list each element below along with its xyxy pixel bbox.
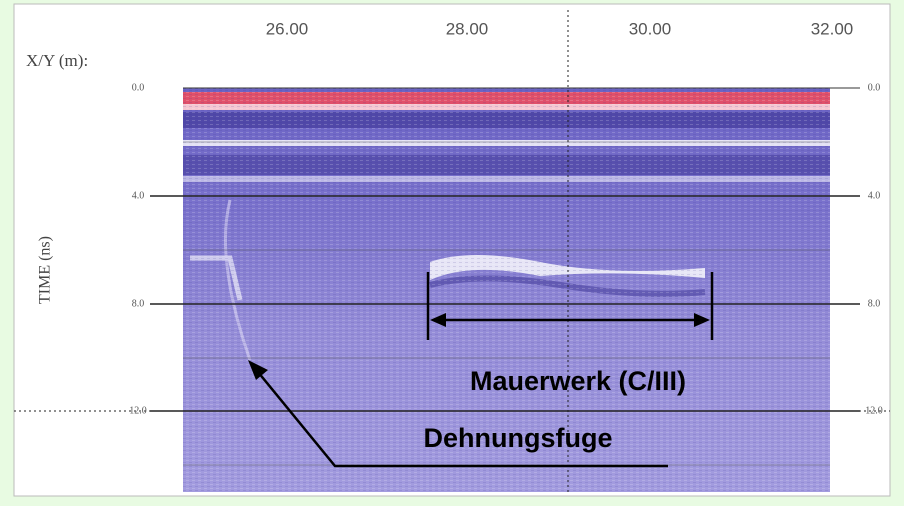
x-tick-label: 26.00 bbox=[266, 19, 309, 38]
axis-label: X/Y (m): bbox=[26, 51, 88, 70]
x-tick-label: 30.00 bbox=[629, 19, 672, 38]
radargram-figure: X/Y (m): TIME (ns) Mauerwerk (C/III) Deh… bbox=[0, 0, 904, 501]
y-tick-label: 12.0 bbox=[129, 405, 147, 416]
axis-label: TIME (ns) bbox=[37, 236, 54, 304]
y-tick-label: 4.0 bbox=[868, 190, 881, 201]
y-tick-label: 0.0 bbox=[868, 82, 881, 93]
y-tick-label: 4.0 bbox=[132, 190, 145, 201]
annotation-text: Mauerwerk (C/III) bbox=[470, 366, 686, 396]
x-tick-label: 28.00 bbox=[446, 19, 489, 38]
y-tick-label: 0.0 bbox=[132, 82, 145, 93]
y-tick-label: 8.0 bbox=[132, 298, 145, 309]
y-tick-label: 12.0 bbox=[865, 405, 883, 416]
y-tick-label: 8.0 bbox=[868, 298, 881, 309]
x-tick-label: 32.00 bbox=[811, 19, 854, 38]
annotation-text: Dehnungsfuge bbox=[424, 423, 613, 453]
